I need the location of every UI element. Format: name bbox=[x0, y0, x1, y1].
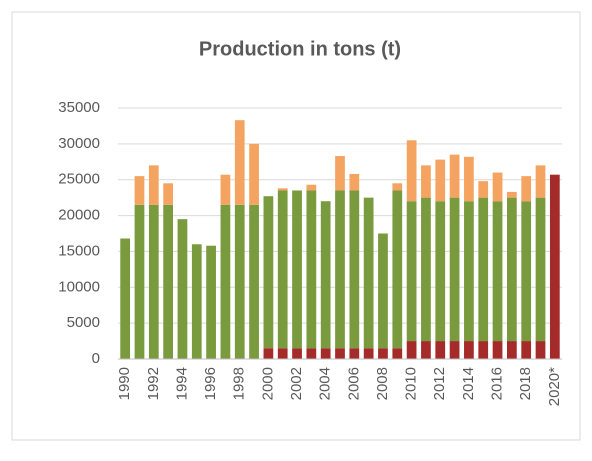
bar-segment bbox=[549, 174, 560, 359]
y-tick-label: 10000 bbox=[58, 278, 100, 295]
x-tick-label: 2006 bbox=[345, 367, 362, 400]
y-tick-label: 5000 bbox=[67, 314, 100, 331]
bar-segment bbox=[163, 183, 173, 205]
chart-title: Production in tons (t) bbox=[199, 38, 401, 60]
x-tick-label: 2000 bbox=[259, 367, 276, 400]
x-tick-label: 2002 bbox=[288, 367, 305, 400]
bar-segment bbox=[406, 201, 417, 342]
bar-segment bbox=[320, 201, 331, 349]
bar-segment bbox=[335, 348, 345, 359]
bar-segment bbox=[535, 341, 546, 359]
bar-segment bbox=[177, 219, 188, 359]
bar-segment bbox=[406, 341, 417, 359]
bar-segment bbox=[507, 197, 517, 342]
bar-segment bbox=[449, 197, 460, 342]
bar-segment bbox=[392, 348, 403, 359]
bar-segment bbox=[349, 173, 360, 191]
bar-segment bbox=[277, 188, 288, 191]
x-tick-label: 2008 bbox=[374, 367, 391, 400]
bar-segment bbox=[464, 201, 474, 342]
bar-segment bbox=[306, 348, 317, 359]
bar-segment bbox=[492, 172, 503, 202]
bar-segment bbox=[292, 348, 302, 359]
bar-segment bbox=[406, 140, 417, 202]
bar-segment bbox=[392, 190, 403, 349]
y-tick-label: 0 bbox=[92, 350, 100, 367]
bar-segment bbox=[521, 201, 532, 342]
x-tick-label: 1996 bbox=[202, 367, 219, 400]
bar-segment bbox=[478, 341, 489, 359]
bar-segment bbox=[249, 143, 259, 205]
bar-segment bbox=[435, 159, 446, 202]
bar-segment bbox=[148, 204, 159, 359]
bar-segment bbox=[163, 204, 173, 359]
bar-segment bbox=[378, 233, 388, 349]
bar-segment bbox=[392, 183, 403, 191]
bar-segment bbox=[435, 341, 446, 359]
bar-segment bbox=[363, 197, 374, 349]
bar-segment bbox=[277, 190, 288, 349]
bar-segment bbox=[320, 348, 331, 359]
y-tick-label: 30000 bbox=[58, 135, 100, 152]
bar-segment bbox=[421, 341, 431, 359]
x-tick-label: 2020* bbox=[546, 367, 563, 406]
bar-segment bbox=[464, 341, 474, 359]
bar-segment bbox=[449, 154, 460, 198]
bar-segment bbox=[507, 191, 517, 198]
bar-segment bbox=[249, 204, 259, 359]
bar-segment bbox=[378, 348, 388, 359]
bar-segment bbox=[535, 165, 546, 198]
bar-segment bbox=[120, 238, 131, 359]
bar-segment bbox=[349, 348, 360, 359]
bar-segment bbox=[134, 176, 145, 205]
bar-segment bbox=[277, 348, 288, 359]
bar-segment bbox=[521, 176, 532, 202]
x-tick-label: 2016 bbox=[489, 367, 506, 400]
bar-segment bbox=[492, 201, 503, 342]
bar-segment bbox=[464, 156, 474, 202]
y-tick-label: 25000 bbox=[58, 171, 100, 188]
bar-segment bbox=[220, 204, 231, 359]
bar-segment bbox=[492, 341, 503, 359]
y-tick-label: 15000 bbox=[58, 242, 100, 259]
bar-segment bbox=[535, 197, 546, 342]
bar-segment bbox=[220, 174, 231, 205]
bar-segment bbox=[507, 341, 517, 359]
bar-segment bbox=[349, 190, 360, 349]
x-tick-label: 1990 bbox=[116, 367, 133, 400]
bar-segment bbox=[234, 120, 245, 205]
bar-segment bbox=[421, 165, 431, 198]
bar-segment bbox=[134, 204, 145, 359]
bar-segment bbox=[363, 348, 374, 359]
bar-segment bbox=[335, 190, 345, 349]
bar-segment bbox=[234, 204, 245, 359]
bar-segment bbox=[478, 181, 489, 198]
bar-segment bbox=[421, 197, 431, 342]
bar-segment bbox=[263, 196, 274, 349]
x-tick-label: 2004 bbox=[317, 367, 334, 400]
bar-segment bbox=[206, 245, 216, 359]
y-tick-label: 35000 bbox=[58, 99, 100, 116]
bar-segment bbox=[521, 341, 532, 359]
bar-segment bbox=[191, 244, 202, 359]
x-tick-label: 2010 bbox=[403, 367, 420, 400]
x-tick-label: 2018 bbox=[517, 367, 534, 400]
bar-segment bbox=[263, 348, 274, 359]
bar-segment bbox=[478, 197, 489, 342]
bar-segment bbox=[306, 190, 317, 349]
x-tick-label: 1994 bbox=[173, 367, 190, 400]
y-tick-label: 20000 bbox=[58, 207, 100, 224]
bar-segment bbox=[148, 165, 159, 205]
bar-segment bbox=[292, 190, 302, 349]
x-tick-label: 2012 bbox=[431, 367, 448, 400]
bar-segment bbox=[435, 201, 446, 342]
x-tick-label: 2014 bbox=[460, 367, 477, 400]
x-tick-label: 1992 bbox=[145, 367, 162, 400]
bar-segment bbox=[335, 156, 345, 191]
bar-segment bbox=[306, 184, 317, 191]
bar-segment bbox=[449, 341, 460, 359]
x-tick-label: 1998 bbox=[231, 367, 248, 400]
